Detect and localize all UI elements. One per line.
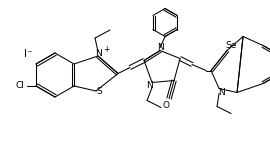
Text: Cl: Cl	[15, 81, 24, 91]
Text: S: S	[96, 88, 102, 96]
Text: N: N	[95, 49, 102, 59]
Text: Se: Se	[225, 41, 237, 50]
Text: N: N	[157, 43, 163, 52]
Text: I⁻: I⁻	[24, 49, 32, 59]
Text: N: N	[146, 81, 153, 90]
Text: +: +	[103, 46, 109, 55]
Text: O: O	[163, 101, 170, 110]
Text: N: N	[218, 88, 224, 97]
